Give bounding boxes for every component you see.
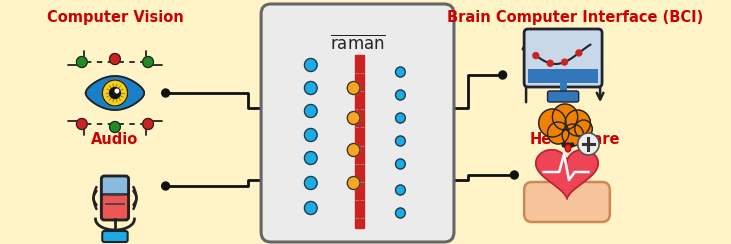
Circle shape — [565, 110, 591, 136]
Circle shape — [347, 81, 360, 94]
Circle shape — [575, 120, 592, 138]
Text: Brain Computer Interface (BCI): Brain Computer Interface (BCI) — [447, 10, 703, 25]
Ellipse shape — [565, 144, 571, 152]
Circle shape — [395, 90, 405, 100]
Circle shape — [304, 104, 317, 118]
Circle shape — [304, 202, 317, 214]
Circle shape — [576, 50, 582, 56]
Circle shape — [77, 57, 87, 68]
Circle shape — [539, 109, 566, 137]
Circle shape — [304, 152, 317, 164]
Circle shape — [566, 143, 570, 147]
FancyBboxPatch shape — [528, 69, 598, 83]
Polygon shape — [86, 76, 144, 110]
FancyBboxPatch shape — [261, 4, 454, 242]
FancyBboxPatch shape — [102, 176, 129, 203]
FancyBboxPatch shape — [548, 91, 579, 102]
Circle shape — [395, 113, 405, 123]
FancyBboxPatch shape — [524, 29, 602, 87]
Circle shape — [77, 119, 87, 130]
Circle shape — [143, 57, 154, 68]
Circle shape — [395, 159, 405, 169]
Circle shape — [304, 176, 317, 190]
Circle shape — [548, 122, 569, 144]
Circle shape — [110, 88, 121, 99]
Circle shape — [510, 171, 518, 179]
Circle shape — [304, 129, 317, 142]
FancyBboxPatch shape — [102, 231, 128, 242]
Circle shape — [304, 81, 317, 94]
Text: Healthcare: Healthcare — [529, 132, 620, 147]
Circle shape — [162, 89, 170, 97]
Circle shape — [499, 71, 507, 79]
Circle shape — [395, 67, 405, 77]
Circle shape — [562, 124, 583, 146]
Circle shape — [562, 143, 566, 147]
Circle shape — [548, 60, 553, 66]
Text: $\overline{\sf raman}$: $\overline{\sf raman}$ — [330, 34, 385, 53]
Circle shape — [561, 59, 567, 65]
Circle shape — [115, 89, 118, 93]
FancyBboxPatch shape — [102, 194, 129, 220]
Circle shape — [395, 208, 405, 218]
Circle shape — [143, 119, 154, 130]
Circle shape — [110, 53, 121, 64]
Circle shape — [110, 122, 121, 132]
Bar — [355, 55, 364, 228]
Polygon shape — [536, 150, 598, 199]
Circle shape — [395, 185, 405, 195]
Circle shape — [347, 112, 360, 124]
Circle shape — [304, 59, 317, 71]
Circle shape — [102, 80, 128, 106]
Circle shape — [533, 52, 539, 59]
Circle shape — [162, 182, 170, 190]
Circle shape — [553, 104, 577, 130]
FancyBboxPatch shape — [524, 182, 610, 222]
Circle shape — [570, 143, 574, 147]
Text: Computer Vision: Computer Vision — [47, 10, 183, 25]
Circle shape — [347, 143, 360, 156]
Text: Audio: Audio — [91, 132, 139, 147]
Circle shape — [347, 176, 360, 190]
Circle shape — [395, 136, 405, 146]
Circle shape — [577, 133, 599, 155]
